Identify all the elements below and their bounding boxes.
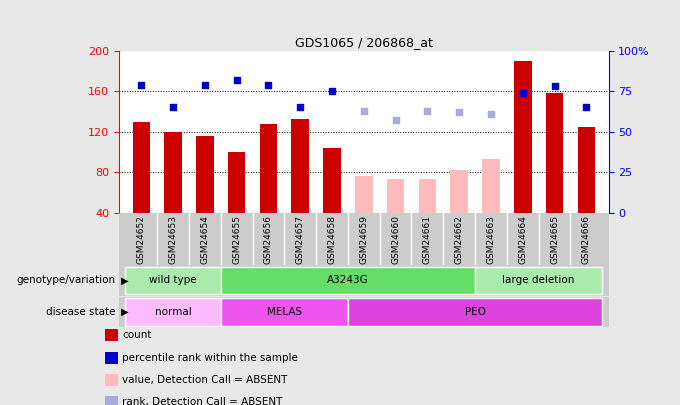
Point [581, 104, 592, 111]
Text: GSM24661: GSM24661 [423, 215, 432, 264]
Point [136, 81, 147, 88]
Bar [482, 159, 500, 213]
Bar [323, 148, 341, 213]
Bar [577, 126, 595, 213]
Bar [355, 176, 373, 213]
Text: GSM24655: GSM24655 [232, 215, 241, 264]
Text: count: count [122, 330, 152, 340]
Bar [292, 119, 309, 213]
Text: disease state: disease state [46, 307, 116, 317]
Bar [125, 298, 221, 326]
Text: GSM24666: GSM24666 [582, 215, 591, 264]
Text: GSM24653: GSM24653 [169, 215, 177, 264]
Text: large deletion: large deletion [503, 275, 575, 286]
Bar [450, 170, 468, 213]
Text: GSM24658: GSM24658 [328, 215, 337, 264]
Text: GSM24654: GSM24654 [201, 215, 209, 264]
Bar [221, 298, 348, 326]
Bar [419, 179, 436, 213]
Bar [387, 179, 405, 213]
Bar [348, 298, 602, 326]
Bar [260, 124, 277, 213]
Bar [165, 132, 182, 213]
Text: wild type: wild type [149, 275, 197, 286]
Point [422, 107, 433, 114]
Text: GSM24662: GSM24662 [455, 215, 464, 264]
Bar [514, 61, 532, 213]
Text: GSM24652: GSM24652 [137, 215, 146, 264]
Text: A3243G: A3243G [327, 275, 369, 286]
Point [390, 117, 401, 124]
Point [549, 83, 560, 90]
Text: GSM24660: GSM24660 [391, 215, 400, 264]
Point [231, 77, 242, 83]
Text: GSM24665: GSM24665 [550, 215, 559, 264]
Point [358, 107, 369, 114]
Point [167, 104, 178, 111]
Point [454, 109, 464, 115]
Text: value, Detection Call = ABSENT: value, Detection Call = ABSENT [122, 375, 288, 385]
Point [294, 104, 305, 111]
Point [263, 81, 274, 88]
Point [326, 88, 337, 94]
Bar [546, 93, 563, 213]
Bar [125, 267, 221, 294]
Bar [196, 136, 214, 213]
Text: normal: normal [154, 307, 192, 317]
Text: GSM24664: GSM24664 [518, 215, 527, 264]
Bar [133, 122, 150, 213]
Text: GSM24659: GSM24659 [359, 215, 369, 264]
Bar [228, 152, 245, 213]
Text: PEO: PEO [464, 307, 486, 317]
Bar [475, 267, 602, 294]
Text: GSM24657: GSM24657 [296, 215, 305, 264]
Text: GSM24663: GSM24663 [486, 215, 496, 264]
Text: GSM24656: GSM24656 [264, 215, 273, 264]
Point [517, 90, 528, 96]
Point [486, 111, 496, 117]
Text: ▶: ▶ [118, 307, 129, 317]
Point [199, 81, 210, 88]
Text: genotype/variation: genotype/variation [16, 275, 116, 286]
Text: rank, Detection Call = ABSENT: rank, Detection Call = ABSENT [122, 397, 283, 405]
Title: GDS1065 / 206868_at: GDS1065 / 206868_at [295, 36, 432, 49]
Text: percentile rank within the sample: percentile rank within the sample [122, 353, 299, 362]
Bar [221, 267, 475, 294]
Text: ▶: ▶ [118, 275, 129, 286]
Text: MELAS: MELAS [267, 307, 302, 317]
